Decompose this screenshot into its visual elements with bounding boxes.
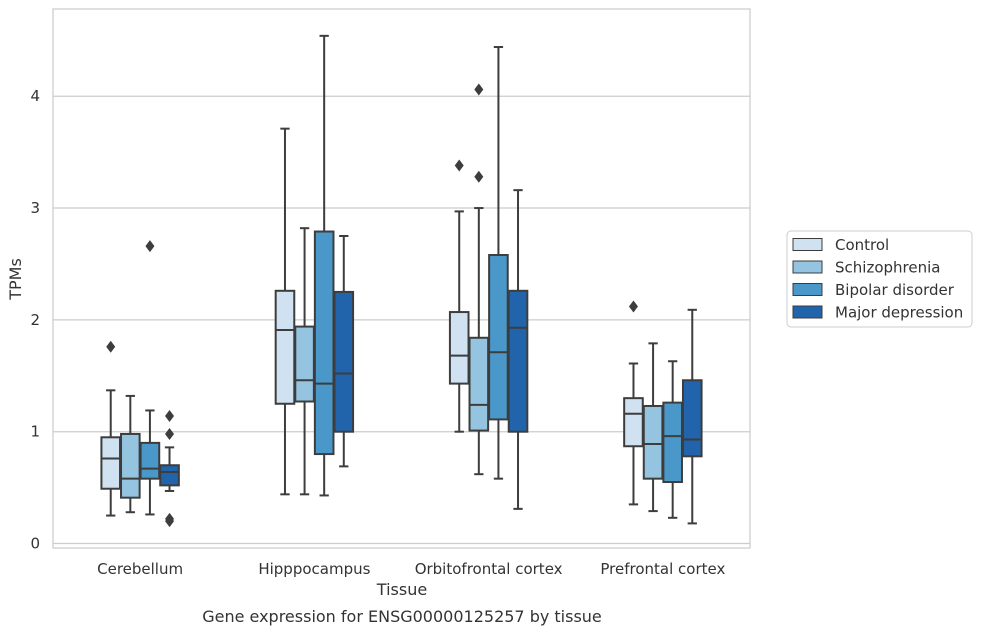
legend-label: Control: [835, 236, 889, 254]
legend-swatch: [792, 260, 823, 274]
box-plots: [100, 34, 703, 528]
box-body: [333, 290, 355, 433]
box-schizophrenia: [642, 342, 664, 513]
y-tick-label: 2: [30, 311, 40, 329]
box-control: [623, 300, 644, 506]
outlier-point: [474, 170, 484, 183]
box-bipolar-disorder: [488, 46, 509, 480]
outlier-point: [165, 427, 175, 440]
box-body: [488, 254, 509, 421]
outlier-point: [106, 340, 116, 353]
x-tick-label: Orbitofrontal cortex: [415, 560, 563, 578]
legend-label: Bipolar disorder: [835, 281, 955, 299]
legend-label: Major depression: [835, 304, 963, 322]
box-schizophrenia: [294, 227, 315, 496]
outlier-point: [145, 240, 155, 253]
box-bipolar-disorder: [139, 240, 161, 516]
legend-swatch: [792, 238, 823, 251]
legend-label: Schizophrenia: [835, 259, 940, 277]
legend: Control Schizophrenia Bipolar disorder Majo…: [786, 230, 973, 328]
x-tick-label: Prefrontal cortex: [600, 560, 725, 578]
box-schizophrenia: [468, 83, 490, 476]
box-body: [681, 379, 703, 458]
y-tick-label: 1: [30, 423, 40, 441]
outlier-point: [165, 512, 175, 525]
outlier-point: [454, 159, 464, 172]
outlier-point: [628, 300, 638, 313]
box-body: [100, 436, 122, 490]
y-tick-label: 3: [30, 199, 40, 217]
x-axis-label: Tissue: [376, 580, 427, 599]
box-major-depression: [507, 189, 529, 510]
box-control: [100, 340, 122, 517]
box-body: [274, 289, 296, 405]
x-axis-ticks: Cerebellum Hipppocampus Orbitofrontal cort…: [97, 560, 725, 578]
box-body: [313, 230, 335, 456]
y-axis-ticks: 0 1 2 3 4: [30, 87, 40, 552]
chart-caption: Gene expression for ENSG00000125257 by t…: [202, 607, 602, 626]
box-control: [274, 127, 296, 496]
x-tick-label: Cerebellum: [97, 560, 183, 578]
box-major-depression: [681, 308, 703, 525]
box-major-depression: [159, 410, 180, 528]
legend-frame: [786, 230, 973, 328]
y-tick-label: 4: [30, 87, 40, 105]
outlier-point: [165, 410, 175, 423]
box-body: [507, 289, 529, 433]
box-body: [120, 432, 141, 499]
box-body: [448, 311, 470, 385]
box-schizophrenia: [120, 394, 141, 514]
box-body: [468, 336, 490, 432]
box-major-depression: [333, 235, 355, 468]
legend-swatch: [792, 305, 823, 319]
legend-swatch: [792, 283, 823, 296]
box-body: [642, 404, 664, 480]
box-control: [448, 159, 470, 433]
box-body: [159, 464, 180, 487]
box-body: [623, 397, 644, 448]
box-body: [139, 441, 161, 480]
y-tick-label: 0: [30, 535, 40, 553]
x-tick-label: Hipppocampus: [258, 560, 370, 578]
plot-frame: [52, 8, 751, 549]
outlier-point: [474, 83, 484, 96]
y-axis-label: TPMs: [6, 258, 25, 301]
box-body: [294, 325, 315, 403]
box-body: [662, 401, 683, 484]
